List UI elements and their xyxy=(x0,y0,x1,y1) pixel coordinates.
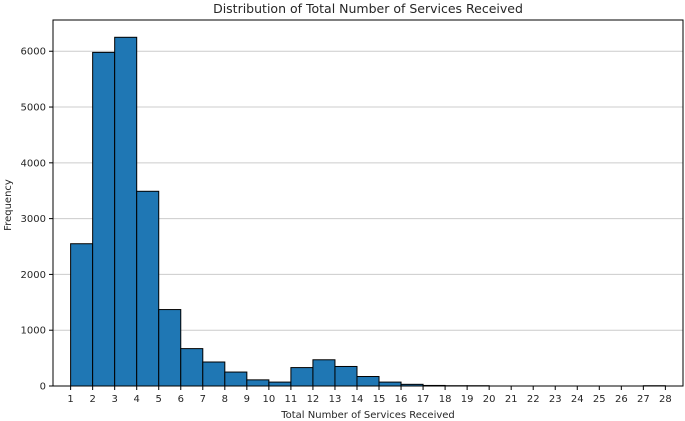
x-tick-label: 20 xyxy=(483,394,496,405)
plot-frame xyxy=(52,19,684,387)
histogram-bar xyxy=(378,381,402,387)
x-tick-label: 24 xyxy=(571,394,584,405)
histogram-bar xyxy=(312,359,336,387)
y-tick-label: 2000 xyxy=(21,270,46,281)
y-tick-label: 0 xyxy=(40,382,46,393)
histogram-bar xyxy=(290,367,314,387)
x-tick-label: 27 xyxy=(637,394,650,405)
chart-title: Distribution of Total Number of Services… xyxy=(213,1,523,16)
histogram-bar xyxy=(268,381,292,387)
y-tick-label: 6000 xyxy=(21,47,46,58)
histogram-bar xyxy=(180,348,204,387)
y-tick-label: 3000 xyxy=(21,214,46,225)
x-tick-label: 10 xyxy=(263,394,276,405)
x-tick-label: 15 xyxy=(373,394,386,405)
x-tick-label: 9 xyxy=(244,394,250,405)
x-tick-label: 3 xyxy=(111,394,117,405)
x-tick-label: 26 xyxy=(615,394,628,405)
histogram-bar xyxy=(70,243,94,387)
histogram-bar xyxy=(246,379,270,387)
x-tick-label: 4 xyxy=(134,394,140,405)
x-tick-label: 23 xyxy=(549,394,562,405)
histogram-bar xyxy=(92,51,116,387)
x-tick-label: 12 xyxy=(307,394,320,405)
y-tick-label: 5000 xyxy=(21,103,46,114)
histogram-bars xyxy=(70,36,666,387)
y-axis-ticks: 0 1000 2000 3000 4000 5000 6000 xyxy=(21,47,53,393)
histogram-bar xyxy=(202,361,226,387)
x-axis-label: Total Number of Services Received xyxy=(280,410,455,421)
x-tick-label: 8 xyxy=(222,394,228,405)
histogram-bar xyxy=(334,365,358,387)
x-tick-label: 22 xyxy=(527,394,540,405)
histogram-bar xyxy=(158,309,182,387)
x-tick-label: 17 xyxy=(417,394,430,405)
y-tick-label: 4000 xyxy=(21,158,46,169)
x-axis-ticks: 1 2 3 4 5 6 7 8 9 10 11 12 13 14 15 16 17 18 19 20 21 22 23 24 2… xyxy=(67,386,672,405)
x-tick-label: 6 xyxy=(178,394,184,405)
histogram-bar xyxy=(136,190,160,387)
x-tick-label: 21 xyxy=(505,394,518,405)
y-axis-label: Frequency xyxy=(3,179,14,231)
histogram-bar xyxy=(114,36,138,387)
x-tick-label: 25 xyxy=(593,394,606,405)
x-tick-label: 13 xyxy=(329,394,342,405)
histogram-bar xyxy=(356,376,380,387)
x-tick-label: 16 xyxy=(395,394,408,405)
x-tick-label: 2 xyxy=(89,394,95,405)
x-tick-label: 5 xyxy=(156,394,162,405)
x-tick-label: 14 xyxy=(351,394,364,405)
x-tick-label: 1 xyxy=(67,394,73,405)
histogram-bar xyxy=(224,371,248,387)
x-tick-label: 18 xyxy=(439,394,452,405)
y-tick-label: 1000 xyxy=(21,326,46,337)
x-tick-label: 11 xyxy=(285,394,298,405)
x-tick-label: 19 xyxy=(461,394,474,405)
x-tick-label: 28 xyxy=(659,394,672,405)
x-tick-label: 7 xyxy=(200,394,206,405)
